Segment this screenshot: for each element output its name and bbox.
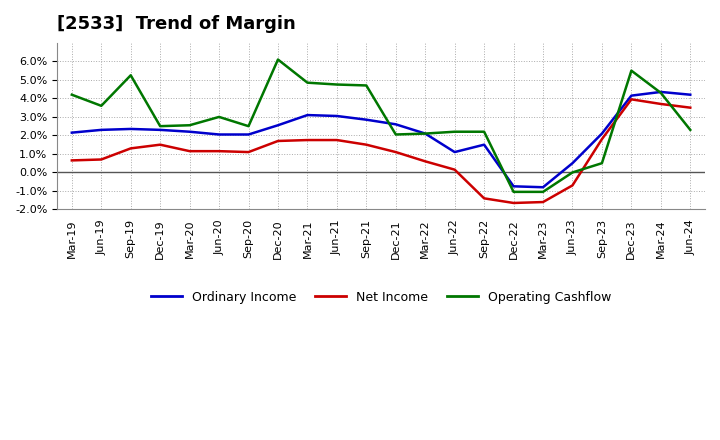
Legend: Ordinary Income, Net Income, Operating Cashflow: Ordinary Income, Net Income, Operating C… bbox=[145, 286, 616, 309]
Text: [2533]  Trend of Margin: [2533] Trend of Margin bbox=[57, 15, 296, 33]
